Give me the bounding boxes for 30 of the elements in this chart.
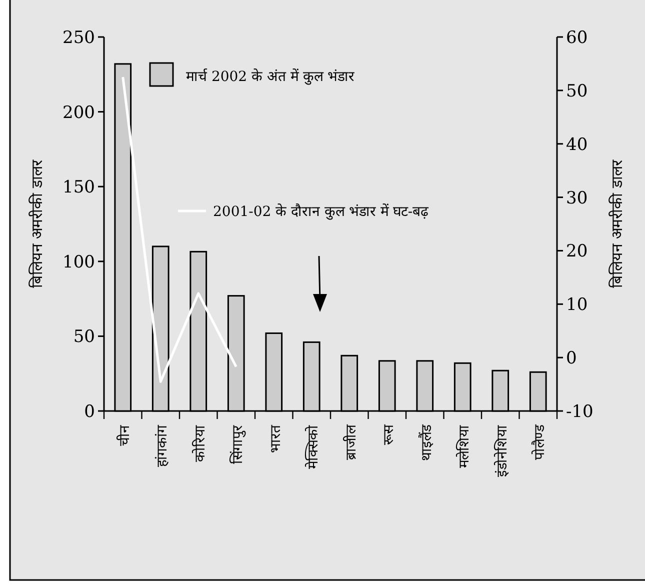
x-tick-label: कोरिया: [191, 425, 208, 462]
y2-tick-label: 0: [566, 348, 577, 369]
x-tick-label: पोलैण्ड: [531, 424, 548, 460]
x-tick-label: सिंगापुर: [229, 425, 246, 464]
y-tick-label: 250: [62, 28, 95, 48]
y-axis-title: बिलियन अमरीकी डालर: [28, 159, 46, 288]
y2-tick-label: -10: [566, 402, 594, 422]
y-tick-label: 50: [73, 327, 95, 348]
x-tick-label: रूस: [381, 424, 398, 445]
x-tick-label: थाइलैंड: [418, 424, 435, 461]
y-tick-label: 200: [62, 102, 95, 123]
y-tick-label: 0: [84, 402, 95, 422]
legend-label: मार्च 2002 के अंत में कुल भंडार: [186, 68, 354, 85]
y2-tick-label: 10: [566, 295, 588, 316]
y2-tick-label: 20: [566, 242, 588, 262]
legend-label: 2001-02 के दौरान कुल भंडार में घट-बढ़: [213, 203, 430, 220]
y-tick-label: 150: [62, 178, 95, 198]
y-tick-label: 100: [62, 252, 95, 272]
x-tick-label: चीन: [116, 425, 133, 446]
y2-tick-label: 60: [566, 28, 588, 48]
y2-tick-label: 50: [566, 81, 588, 102]
x-tick-label: ब्राजील: [342, 424, 360, 460]
x-tick-label: मलेशिया: [456, 425, 473, 468]
y2-axis-title: बिलियन अमरीकी डालर: [608, 159, 626, 288]
y2-tick-label: 40: [566, 134, 588, 155]
x-tick-label: मेक्सिको: [304, 425, 322, 469]
x-tick-label: भारत: [268, 424, 284, 453]
y2-tick-label: 30: [566, 188, 588, 208]
x-tick-label: हांगकांग: [154, 424, 171, 467]
x-tick-label: इंडोनेशिया: [493, 425, 510, 477]
